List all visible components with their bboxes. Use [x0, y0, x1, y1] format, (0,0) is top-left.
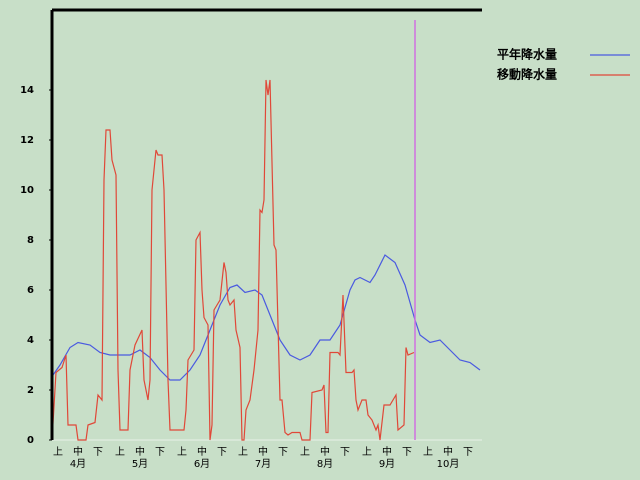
x-tick-label: 下 — [93, 447, 103, 458]
y-tick-label: 0 — [27, 435, 34, 446]
series-line — [51, 79, 415, 441]
month-label: 7月 — [255, 458, 271, 470]
x-tick-label: 下 — [155, 447, 165, 458]
x-tick-label: 上 — [53, 446, 63, 458]
x-tick-label: 中 — [197, 445, 207, 458]
x-tick-label: 中 — [135, 445, 145, 458]
x-tick-label: 下 — [217, 447, 227, 458]
series-line — [52, 254, 481, 381]
y-tick-label: 2 — [27, 385, 34, 396]
x-tick-label: 上 — [300, 446, 310, 458]
x-tick-label: 上 — [115, 446, 125, 458]
x-tick-label: 中 — [443, 445, 453, 458]
x-tick-label: 下 — [402, 447, 412, 458]
month-label: 9月 — [379, 458, 395, 470]
legend-label: 平年降水量 — [497, 47, 557, 62]
y-tick-label: 14 — [20, 85, 34, 96]
month-label: 5月 — [132, 458, 148, 470]
y-tick-label: 6 — [27, 285, 34, 296]
y-tick-label: 12 — [20, 135, 34, 146]
x-tick-label: 上 — [423, 446, 433, 458]
month-label: 8月 — [317, 458, 333, 470]
x-tick-label: 中 — [320, 445, 330, 458]
x-tick-label: 中 — [258, 445, 268, 458]
y-tick-label: 8 — [27, 235, 34, 246]
y-tick-label: 4 — [27, 335, 34, 346]
x-tick-label: 中 — [73, 445, 83, 458]
y-tick-label: 10 — [20, 185, 34, 196]
month-label: 6月 — [194, 458, 210, 470]
x-tick-label: 上 — [238, 446, 248, 458]
x-tick-label: 下 — [278, 447, 288, 458]
month-label: 10月 — [437, 458, 460, 470]
legend-label: 移動降水量 — [497, 67, 557, 82]
month-label: 4月 — [70, 458, 86, 470]
x-tick-label: 上 — [177, 446, 187, 458]
x-tick-label: 上 — [362, 446, 372, 458]
x-tick-label: 下 — [463, 447, 473, 458]
x-tick-label: 中 — [382, 445, 392, 458]
x-tick-label: 下 — [340, 447, 350, 458]
